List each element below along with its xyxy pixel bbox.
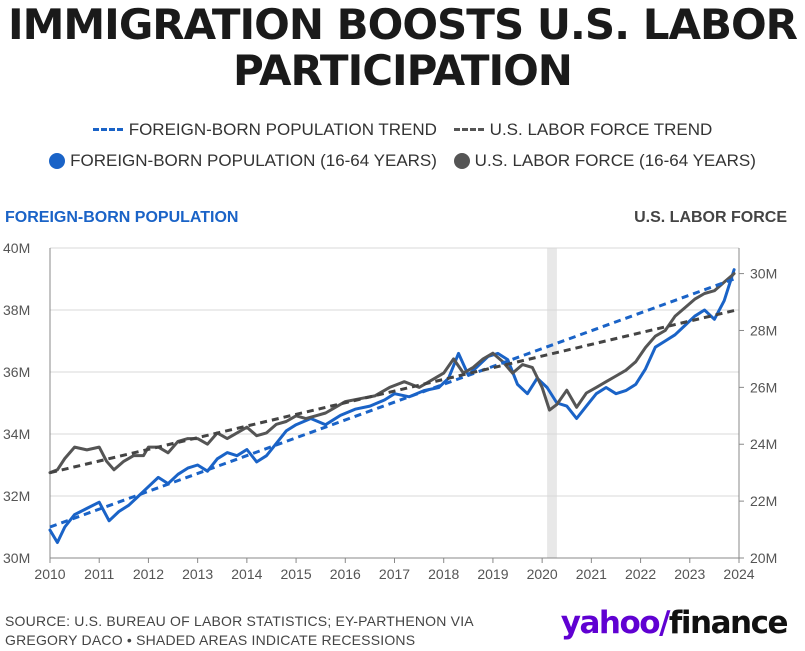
foreign-born-population-line bbox=[48, 268, 736, 544]
x-axis-tick-label: 2015 bbox=[280, 566, 311, 582]
yahoo-finance-logo: yahoo/finance bbox=[560, 605, 789, 641]
left-axis-tick-label: 34M bbox=[3, 426, 30, 442]
legend-label-lf-series: U.S. LABOR FORCE (16-64 YEARS) bbox=[474, 151, 756, 170]
legend-item-lf-trend: U.S. LABOR FORCE TREND bbox=[453, 119, 713, 140]
right-axis-tick-label: 30M bbox=[750, 266, 777, 282]
source-line-2: GREGORY DACO • SHADED AREAS INDICATE REC… bbox=[5, 632, 416, 648]
legend-trends: FOREIGN-BORN POPULATION TREND U.S. LABOR… bbox=[0, 116, 805, 140]
line-chart: 30M32M34M36M38M40M20M22M24M26M28M30M2010… bbox=[3, 240, 777, 582]
left-axis-tick-label: 36M bbox=[3, 364, 30, 380]
x-axis-tick-label: 2010 bbox=[34, 566, 65, 582]
x-axis-tick-label: 2019 bbox=[477, 566, 508, 582]
legend-item-fb-series: FOREIGN-BORN POPULATION (16-64 YEARS) bbox=[49, 151, 437, 171]
recession-band bbox=[547, 248, 557, 558]
left-axis-tick-label: 38M bbox=[3, 302, 30, 318]
blue-dot-icon bbox=[49, 153, 66, 169]
x-axis-tick-label: 2020 bbox=[527, 566, 558, 582]
source-note: SOURCE: U.S. BUREAU OF LABOR STATISTICS;… bbox=[5, 612, 474, 650]
left-axis-tick-label: 30M bbox=[3, 550, 30, 566]
right-axis-tick-label: 22M bbox=[750, 493, 777, 509]
labor-force-trend-line bbox=[49, 309, 735, 475]
x-axis-tick-label: 2011 bbox=[84, 566, 114, 582]
x-axis-tick-label: 2012 bbox=[133, 566, 164, 582]
left-axis-title: FOREIGN-BORN POPULATION bbox=[5, 209, 239, 226]
right-axis-tick-label: 26M bbox=[750, 379, 777, 395]
legend-series: FOREIGN-BORN POPULATION (16-64 YEARS) U.… bbox=[0, 151, 805, 174]
chart-title: IMMIGRATION BOOSTS U.S. LABOR PARTICIPAT… bbox=[0, 2, 805, 94]
logo-slash: / bbox=[659, 605, 670, 641]
x-axis-tick-label: 2017 bbox=[379, 566, 410, 582]
x-axis-tick-label: 2022 bbox=[625, 566, 656, 582]
foreign-born-trend-line bbox=[49, 277, 735, 529]
legend-item-fb-trend: FOREIGN-BORN POPULATION TREND bbox=[92, 119, 437, 140]
source-line-1: SOURCE: U.S. BUREAU OF LABOR STATISTICS;… bbox=[5, 613, 474, 629]
legend-label-fb-series: FOREIGN-BORN POPULATION (16-64 YEARS) bbox=[70, 151, 437, 170]
blue-dashed-line-icon bbox=[92, 128, 123, 131]
x-axis-tick-label: 2016 bbox=[330, 566, 361, 582]
x-axis-tick-label: 2024 bbox=[723, 566, 754, 582]
right-axis-title: U.S. LABOR FORCE bbox=[634, 209, 787, 226]
gray-dot-icon bbox=[453, 153, 470, 169]
logo-finance: finance bbox=[668, 605, 789, 641]
legend-label-fb-trend: FOREIGN-BORN POPULATION TREND bbox=[128, 119, 437, 139]
gray-dashed-line-icon bbox=[453, 128, 484, 131]
chart-title-line-1: IMMIGRATION BOOSTS U.S. LABOR bbox=[7, 0, 798, 49]
chart-title-line-2: PARTICIPATION bbox=[233, 46, 573, 95]
legend-label-lf-trend: U.S. LABOR FORCE TREND bbox=[489, 119, 713, 139]
labor-force-line bbox=[48, 272, 736, 475]
right-axis-tick-label: 20M bbox=[750, 550, 777, 566]
legend-item-lf-series: U.S. LABOR FORCE (16-64 YEARS) bbox=[453, 151, 756, 171]
x-axis-tick-label: 2021 bbox=[576, 566, 607, 582]
x-axis-tick-label: 2018 bbox=[428, 566, 459, 582]
x-axis-tick-label: 2023 bbox=[674, 566, 705, 582]
x-axis-tick-label: 2014 bbox=[231, 566, 262, 582]
left-axis-tick-label: 32M bbox=[3, 488, 30, 504]
right-axis-tick-label: 24M bbox=[750, 436, 777, 452]
right-axis-tick-label: 28M bbox=[750, 322, 777, 338]
x-axis-tick-label: 2013 bbox=[182, 566, 213, 582]
left-axis-tick-label: 40M bbox=[3, 240, 30, 256]
logo-yahoo: yahoo bbox=[560, 605, 661, 641]
